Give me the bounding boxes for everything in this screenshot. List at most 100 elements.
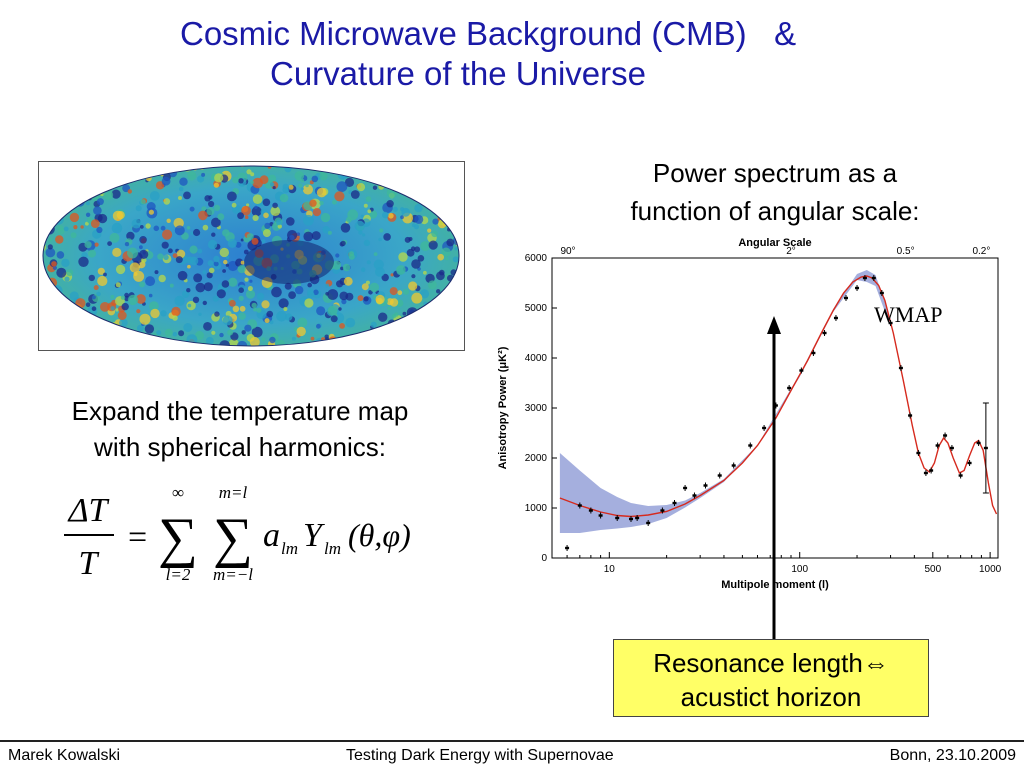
- cmb-spot: [172, 315, 178, 321]
- cmb-spot: [414, 203, 423, 213]
- cmb-spot: [360, 214, 364, 218]
- data-point: [923, 471, 928, 475]
- cmb-spot: [307, 282, 313, 288]
- cmb-spot: [69, 212, 80, 223]
- cmb-spot: [208, 267, 215, 274]
- cmb-spot: [85, 316, 95, 326]
- cmb-spot: [43, 166, 49, 171]
- cmb-spot: [340, 240, 346, 246]
- cmb-spot: [311, 175, 319, 183]
- cmb-spot: [60, 167, 68, 175]
- cmb-spot: [412, 337, 419, 344]
- cmb-spot: [57, 225, 64, 231]
- cmb-spot: [446, 238, 455, 247]
- cmb-spot: [216, 289, 226, 299]
- cmb-spot: [184, 166, 190, 168]
- cmb-spot: [309, 199, 317, 207]
- cmb-spot: [47, 198, 58, 210]
- cmb-spot: [102, 173, 114, 185]
- cmb-spot: [236, 340, 248, 346]
- cmb-spot: [229, 299, 236, 307]
- cmb-spot: [108, 344, 115, 346]
- cmb-spot: [321, 344, 329, 346]
- cmb-spot: [56, 251, 65, 259]
- cmb-spot: [286, 217, 295, 226]
- cmb-spot: [242, 162, 246, 166]
- cmb-spot: [433, 341, 438, 346]
- cmb-spot: [193, 273, 203, 283]
- cmb-map-graphic: [39, 162, 460, 350]
- cmb-spot: [228, 277, 238, 287]
- data-point: [635, 516, 640, 520]
- cmb-spot: [363, 239, 371, 247]
- cmb-spot: [64, 326, 74, 336]
- cmb-spot: [382, 211, 389, 219]
- cmb-spot: [294, 171, 305, 181]
- cmb-spot: [70, 327, 79, 336]
- cmb-spot: [195, 282, 206, 293]
- cmb-spot: [132, 346, 137, 350]
- cmb-spot: [161, 176, 171, 186]
- cmb-spot: [417, 187, 426, 195]
- resonance-callout: Resonance length⇔ acustict horizon: [613, 639, 929, 717]
- cmb-spot: [158, 274, 166, 283]
- y-tick-label: 5000: [525, 303, 548, 314]
- cmb-spot: [136, 309, 141, 314]
- cmb-spot: [205, 336, 214, 345]
- data-point: [935, 444, 940, 447]
- cmb-spot: [386, 329, 391, 334]
- callout-line1: Resonance length⇔: [653, 648, 889, 678]
- cmb-spot: [219, 247, 229, 258]
- cmb-spot: [162, 229, 173, 240]
- cmb-spot: [456, 166, 459, 173]
- cmb-spot: [342, 263, 351, 272]
- cmb-spot: [426, 166, 432, 171]
- cmb-spot: [44, 190, 51, 197]
- cmb-spot: [400, 215, 404, 220]
- data-point: [862, 276, 867, 280]
- cmb-spot: [111, 189, 121, 199]
- cmb-spot: [270, 206, 281, 216]
- cmb-spot: [178, 186, 184, 192]
- cmb-spot: [302, 184, 313, 195]
- cmb-spot: [454, 247, 458, 251]
- cmb-spot: [111, 222, 123, 234]
- cmb-spot: [316, 187, 327, 198]
- cmb-spot: [51, 304, 63, 316]
- data-point: [898, 366, 903, 370]
- cmb-spot: [61, 197, 66, 202]
- cmb-spot: [53, 213, 64, 225]
- cmb-spot: [115, 282, 121, 288]
- cmb-spot: [452, 256, 459, 263]
- cmb-spot: [120, 334, 129, 343]
- sum1-lower: l=2: [166, 565, 191, 584]
- cmb-spot: [43, 324, 47, 334]
- cmb-spot: [432, 218, 439, 225]
- cmb-spot: [39, 250, 42, 257]
- resonance-arrow: [767, 316, 781, 640]
- cmb-spot: [439, 269, 445, 276]
- cmb-spot: [127, 189, 132, 194]
- cmb-spot: [44, 173, 49, 178]
- cmb-spot: [284, 282, 292, 290]
- cmb-spot: [101, 166, 112, 170]
- data-point: [787, 386, 792, 390]
- cmb-spot: [119, 318, 128, 328]
- cmb-spot: [387, 345, 392, 346]
- cmb-spot: [213, 261, 219, 267]
- cmb-spot: [250, 180, 254, 185]
- cmb-spot: [73, 225, 78, 230]
- data-point: [577, 504, 582, 507]
- cmb-spot: [238, 287, 244, 293]
- cmb-spot: [164, 328, 173, 337]
- cmb-spot: [45, 223, 50, 228]
- cmb-spot: [211, 217, 221, 228]
- cmb-spot: [402, 288, 410, 295]
- model-curve: [559, 275, 998, 518]
- cmb-spot: [408, 281, 418, 291]
- data-point: [565, 546, 570, 550]
- cmb-spot: [427, 228, 432, 233]
- cmb-spot: [177, 270, 188, 281]
- cmb-spot: [371, 166, 381, 170]
- cmb-spot: [453, 280, 459, 289]
